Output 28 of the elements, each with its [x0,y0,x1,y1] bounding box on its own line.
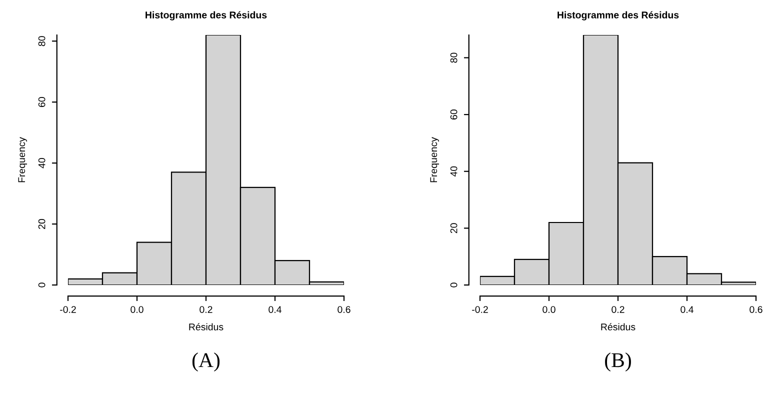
y-tick-label: 20 [450,223,458,234]
x-tick-label: 0.4 [268,306,282,313]
x-tick-label: 0.4 [680,306,694,313]
chart-title: Histogramme des Résidus [146,11,267,20]
y-axis-title: Frequency [430,137,439,182]
y-axis-title: Frequency [18,137,27,182]
x-tick-label: 0.0 [130,306,144,313]
x-tick-label: 0.2 [612,306,624,313]
x-axis-title: Résidus [189,323,224,330]
chart-title: Histogramme des Résidus [558,11,679,20]
x-tick-label: 0.6 [750,306,762,313]
y-tick-label: 0 [38,282,46,288]
x-tick-label: -0.2 [60,306,76,313]
y-tick-label: 20 [38,218,46,229]
text: (B) [605,352,631,372]
x-axis-title: Résidus [601,323,636,330]
x-tick-label: 0.2 [200,306,212,313]
y-tick-label: 80 [38,36,46,46]
y-tick-label: 0 [450,282,458,288]
y-tick-label: 40 [38,158,46,168]
y-tick-label: 80 [450,52,458,63]
y-tick-label: 60 [38,97,46,107]
x-tick-label: -0.2 [472,306,488,313]
y-tick-label: 60 [450,110,458,120]
x-tick-label: 0.0 [542,306,556,313]
y-tick-label: 40 [450,166,458,177]
text: (A) [192,352,220,372]
x-tick-label: 0.6 [338,306,350,313]
